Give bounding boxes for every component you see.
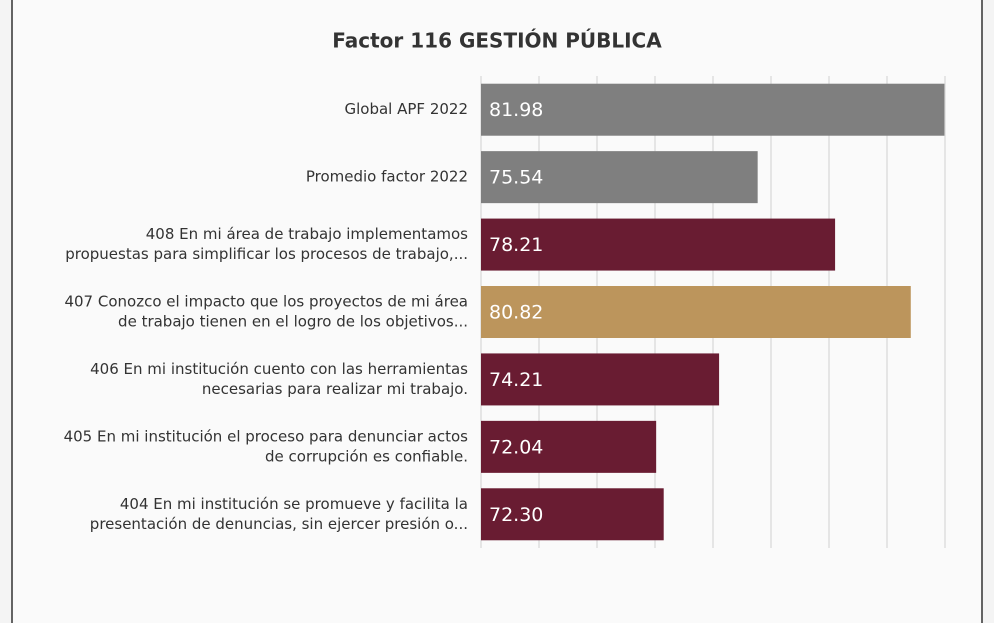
category-label: propuestas para simplificar los procesos… bbox=[65, 245, 468, 263]
value-label: 80.82 bbox=[489, 302, 543, 324]
category-label: 408 En mi área de trabajo implementamos bbox=[146, 225, 468, 243]
bar bbox=[481, 353, 720, 406]
bar bbox=[481, 218, 836, 271]
value-label: 75.54 bbox=[489, 167, 543, 189]
category-label: 405 En mi institución el proceso para de… bbox=[64, 427, 469, 445]
value-label: 78.21 bbox=[489, 234, 543, 256]
bar bbox=[481, 488, 664, 541]
category-label: Global APF 2022 bbox=[345, 100, 469, 118]
value-label: 74.21 bbox=[489, 369, 543, 391]
category-label: 406 En mi institución cuento con las her… bbox=[90, 360, 468, 378]
value-label: 72.04 bbox=[489, 436, 543, 458]
bar bbox=[481, 286, 911, 338]
value-label: 72.30 bbox=[489, 504, 543, 526]
bar bbox=[481, 83, 945, 136]
category-label: 407 Conozco el impacto que los proyectos… bbox=[64, 293, 468, 311]
category-label: 404 En mi institución se promueve y faci… bbox=[120, 495, 468, 513]
value-label: 81.98 bbox=[489, 99, 543, 121]
category-label: Promedio factor 2022 bbox=[306, 168, 468, 186]
category-label: necesarias para realizar mi trabajo. bbox=[202, 380, 468, 398]
category-label: de trabajo tienen en el logro de los obj… bbox=[118, 313, 468, 331]
category-label: presentación de denuncias, sin ejercer p… bbox=[90, 515, 468, 533]
category-label: de corrupción es confiable. bbox=[265, 447, 468, 465]
bar bbox=[481, 151, 758, 204]
chart-title: Factor 116 GESTIÓN PÚBLICA bbox=[332, 29, 662, 53]
bar bbox=[481, 420, 657, 473]
